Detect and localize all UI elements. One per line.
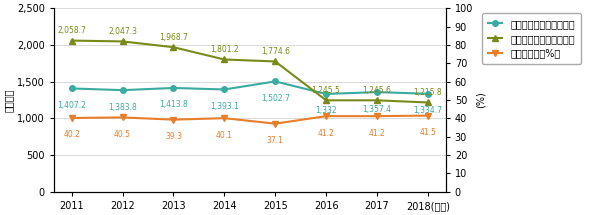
Text: 2,058.7: 2,058.7 [57,26,86,35]
Text: 1,215.8: 1,215.8 [414,88,442,97]
Text: 1,332: 1,332 [315,106,337,115]
Text: 2,047.3: 2,047.3 [108,27,137,36]
Text: 1,245.6: 1,245.6 [363,86,392,95]
Text: 1,393.1: 1,393.1 [210,102,239,111]
Y-axis label: (%): (%) [476,92,486,108]
Text: 1,968.7: 1,968.7 [159,33,188,42]
Text: 1,774.6: 1,774.6 [261,47,290,56]
Text: 40.1: 40.1 [216,131,233,140]
Text: 41.2: 41.2 [318,129,335,138]
Text: 1,413.8: 1,413.8 [159,100,188,109]
Text: 1,407.2: 1,407.2 [57,101,86,110]
Text: 40.5: 40.5 [114,130,131,139]
Text: 39.3: 39.3 [165,132,182,141]
Text: 1,357.4: 1,357.4 [362,104,392,114]
Y-axis label: 万円／人: 万円／人 [4,88,14,112]
Text: 40.2: 40.2 [63,131,80,140]
Text: 1,801.2: 1,801.2 [210,45,239,54]
Text: 1,502.7: 1,502.7 [261,94,290,103]
Legend: 労働生産性（万円／人）, 労働装備率（万円／人）, 労働分配率（%）: 労働生産性（万円／人）, 労働装備率（万円／人）, 労働分配率（%） [482,13,581,64]
Text: 1,334.7: 1,334.7 [414,106,442,115]
Text: 37.1: 37.1 [267,136,284,145]
Text: 41.2: 41.2 [369,129,385,138]
Text: 41.5: 41.5 [419,128,437,137]
Text: 1,245.5: 1,245.5 [312,86,340,95]
Text: 1,383.8: 1,383.8 [108,103,137,112]
